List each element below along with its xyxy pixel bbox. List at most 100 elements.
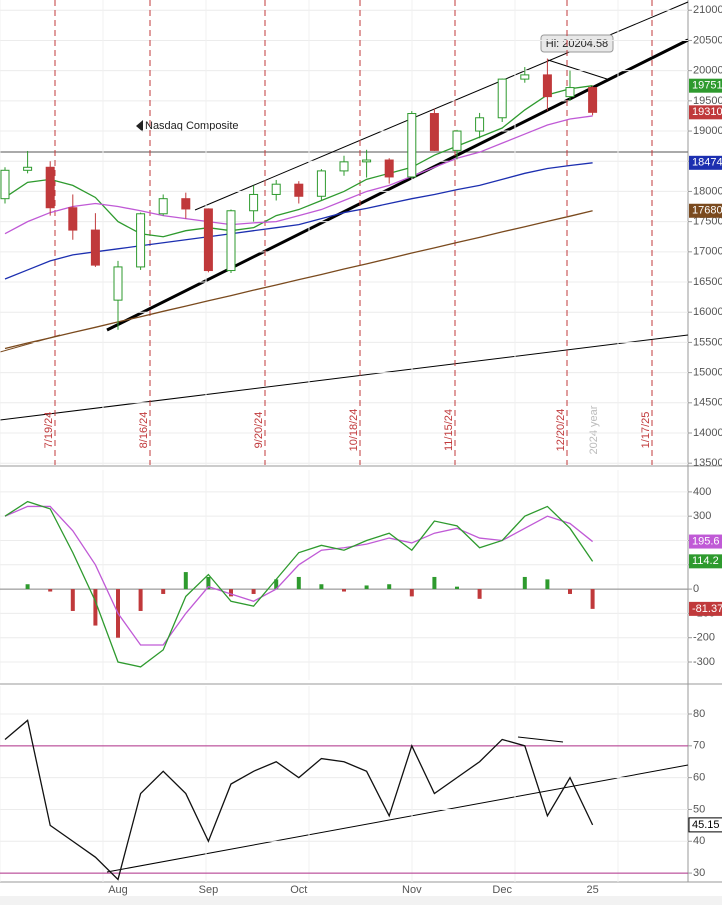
histogram-bar xyxy=(409,589,414,597)
event-label: 7/19/24 xyxy=(43,412,55,449)
y-tick-label: 20500 xyxy=(693,34,722,46)
toolbar xyxy=(0,896,722,905)
y-tick-label: 21000 xyxy=(693,4,722,16)
rsi-divergence-line xyxy=(517,736,564,743)
histogram-bar xyxy=(274,579,279,590)
candle-body xyxy=(113,266,123,301)
histogram-bar xyxy=(477,589,482,599)
y-tick-label: 15500 xyxy=(693,336,722,348)
y-tick-label: 15000 xyxy=(693,367,722,379)
histogram-bar xyxy=(251,589,256,594)
x-tick-label: Nov xyxy=(402,884,422,896)
x-tick-label: Aug xyxy=(108,884,128,896)
event-label: 12/20/24 xyxy=(555,409,567,452)
channel-line xyxy=(547,59,611,81)
histogram-bar xyxy=(364,585,369,590)
value-badge-label: -81.37 xyxy=(692,603,722,615)
y-tick-label: 60 xyxy=(693,772,705,784)
high-label-box xyxy=(540,34,614,53)
candle-body xyxy=(339,161,349,172)
histogram-bar xyxy=(387,584,392,590)
marker xyxy=(136,120,143,132)
value-badge xyxy=(689,203,722,218)
candle-body xyxy=(362,159,372,163)
candle-body xyxy=(452,130,462,151)
histogram-bar xyxy=(70,589,75,611)
y-tick-label: 400 xyxy=(693,486,711,498)
candle-body xyxy=(542,74,552,98)
event-label: 11/15/24 xyxy=(443,409,455,451)
candle-body xyxy=(68,207,78,231)
histogram-bar xyxy=(48,589,53,592)
histogram-bar xyxy=(342,589,346,592)
histogram-bar xyxy=(296,576,301,590)
long-trend-line xyxy=(0,334,689,421)
y-tick-label: 19000 xyxy=(693,125,722,137)
value-badge-label: 45.15 xyxy=(692,819,720,831)
y-tick-label: 70 xyxy=(693,740,705,752)
candle-body xyxy=(226,210,236,272)
histogram-bar xyxy=(590,589,595,609)
chart-title: Nasdaq Composite xyxy=(145,120,239,132)
histogram-bar xyxy=(319,584,324,590)
candle-body xyxy=(45,166,55,209)
indicator-line xyxy=(4,162,593,280)
value-badge-label: 18474 xyxy=(692,157,722,169)
x-tick-label: Sep xyxy=(199,884,219,896)
candle-body xyxy=(294,183,304,197)
histogram-bar xyxy=(455,586,459,590)
y-tick-label: -200 xyxy=(693,632,715,644)
candle-body xyxy=(23,166,33,171)
y-tick-label: 17500 xyxy=(693,216,722,228)
histogram-bar xyxy=(522,576,527,590)
value-badge-label: 114.2 xyxy=(692,555,719,567)
histogram-bar xyxy=(206,576,211,590)
period-label: 2024 year xyxy=(588,405,600,454)
y-tick-label: 18000 xyxy=(693,185,722,197)
candle-body xyxy=(136,213,146,268)
candle-body xyxy=(271,183,281,195)
candle-body xyxy=(181,198,191,210)
rsi-trend-line xyxy=(106,764,689,873)
histogram-bar xyxy=(568,589,572,594)
y-tick-label: 50 xyxy=(693,803,705,815)
y-tick-label: 20000 xyxy=(693,65,722,77)
histogram-bar xyxy=(229,589,233,597)
histogram-bar xyxy=(161,589,166,594)
value-badge-label: 195.6 xyxy=(692,535,720,547)
x-tick-label: 25 xyxy=(586,884,598,896)
candle-body xyxy=(316,170,326,197)
y-tick-label: 14500 xyxy=(693,397,722,409)
candle-body xyxy=(497,78,507,119)
candle-body xyxy=(90,229,100,266)
histogram-bar xyxy=(183,572,188,590)
candle-body xyxy=(520,74,530,80)
y-tick-label: 13500 xyxy=(693,457,722,469)
indicator-line xyxy=(4,500,594,668)
indicator-line xyxy=(4,505,594,646)
event-label: 1/17/25 xyxy=(640,412,652,449)
y-tick-label: 40 xyxy=(693,835,705,847)
value-badge-label: 19310 xyxy=(692,106,722,118)
candle-body xyxy=(588,87,598,113)
candle-body xyxy=(0,169,10,200)
value-badge xyxy=(689,534,722,549)
value-badge xyxy=(689,155,722,170)
value-badge xyxy=(688,817,722,833)
y-tick-label: 0 xyxy=(693,583,699,595)
y-tick-label: 14000 xyxy=(693,427,722,439)
indicator-line xyxy=(4,85,593,238)
y-tick-label: 30 xyxy=(693,867,705,879)
candle-body xyxy=(475,117,485,132)
event-label: 8/16/24 xyxy=(138,412,150,449)
indicator-line xyxy=(4,115,593,235)
event-label: 10/18/24 xyxy=(348,409,360,452)
candle-body xyxy=(429,113,439,151)
y-tick-label: -300 xyxy=(693,656,715,668)
x-tick-label: Dec xyxy=(492,884,512,896)
high-label: Hi: 20204.58 xyxy=(546,38,608,50)
y-tick-label: 17000 xyxy=(693,246,722,258)
y-tick-label: 19500 xyxy=(693,95,722,107)
